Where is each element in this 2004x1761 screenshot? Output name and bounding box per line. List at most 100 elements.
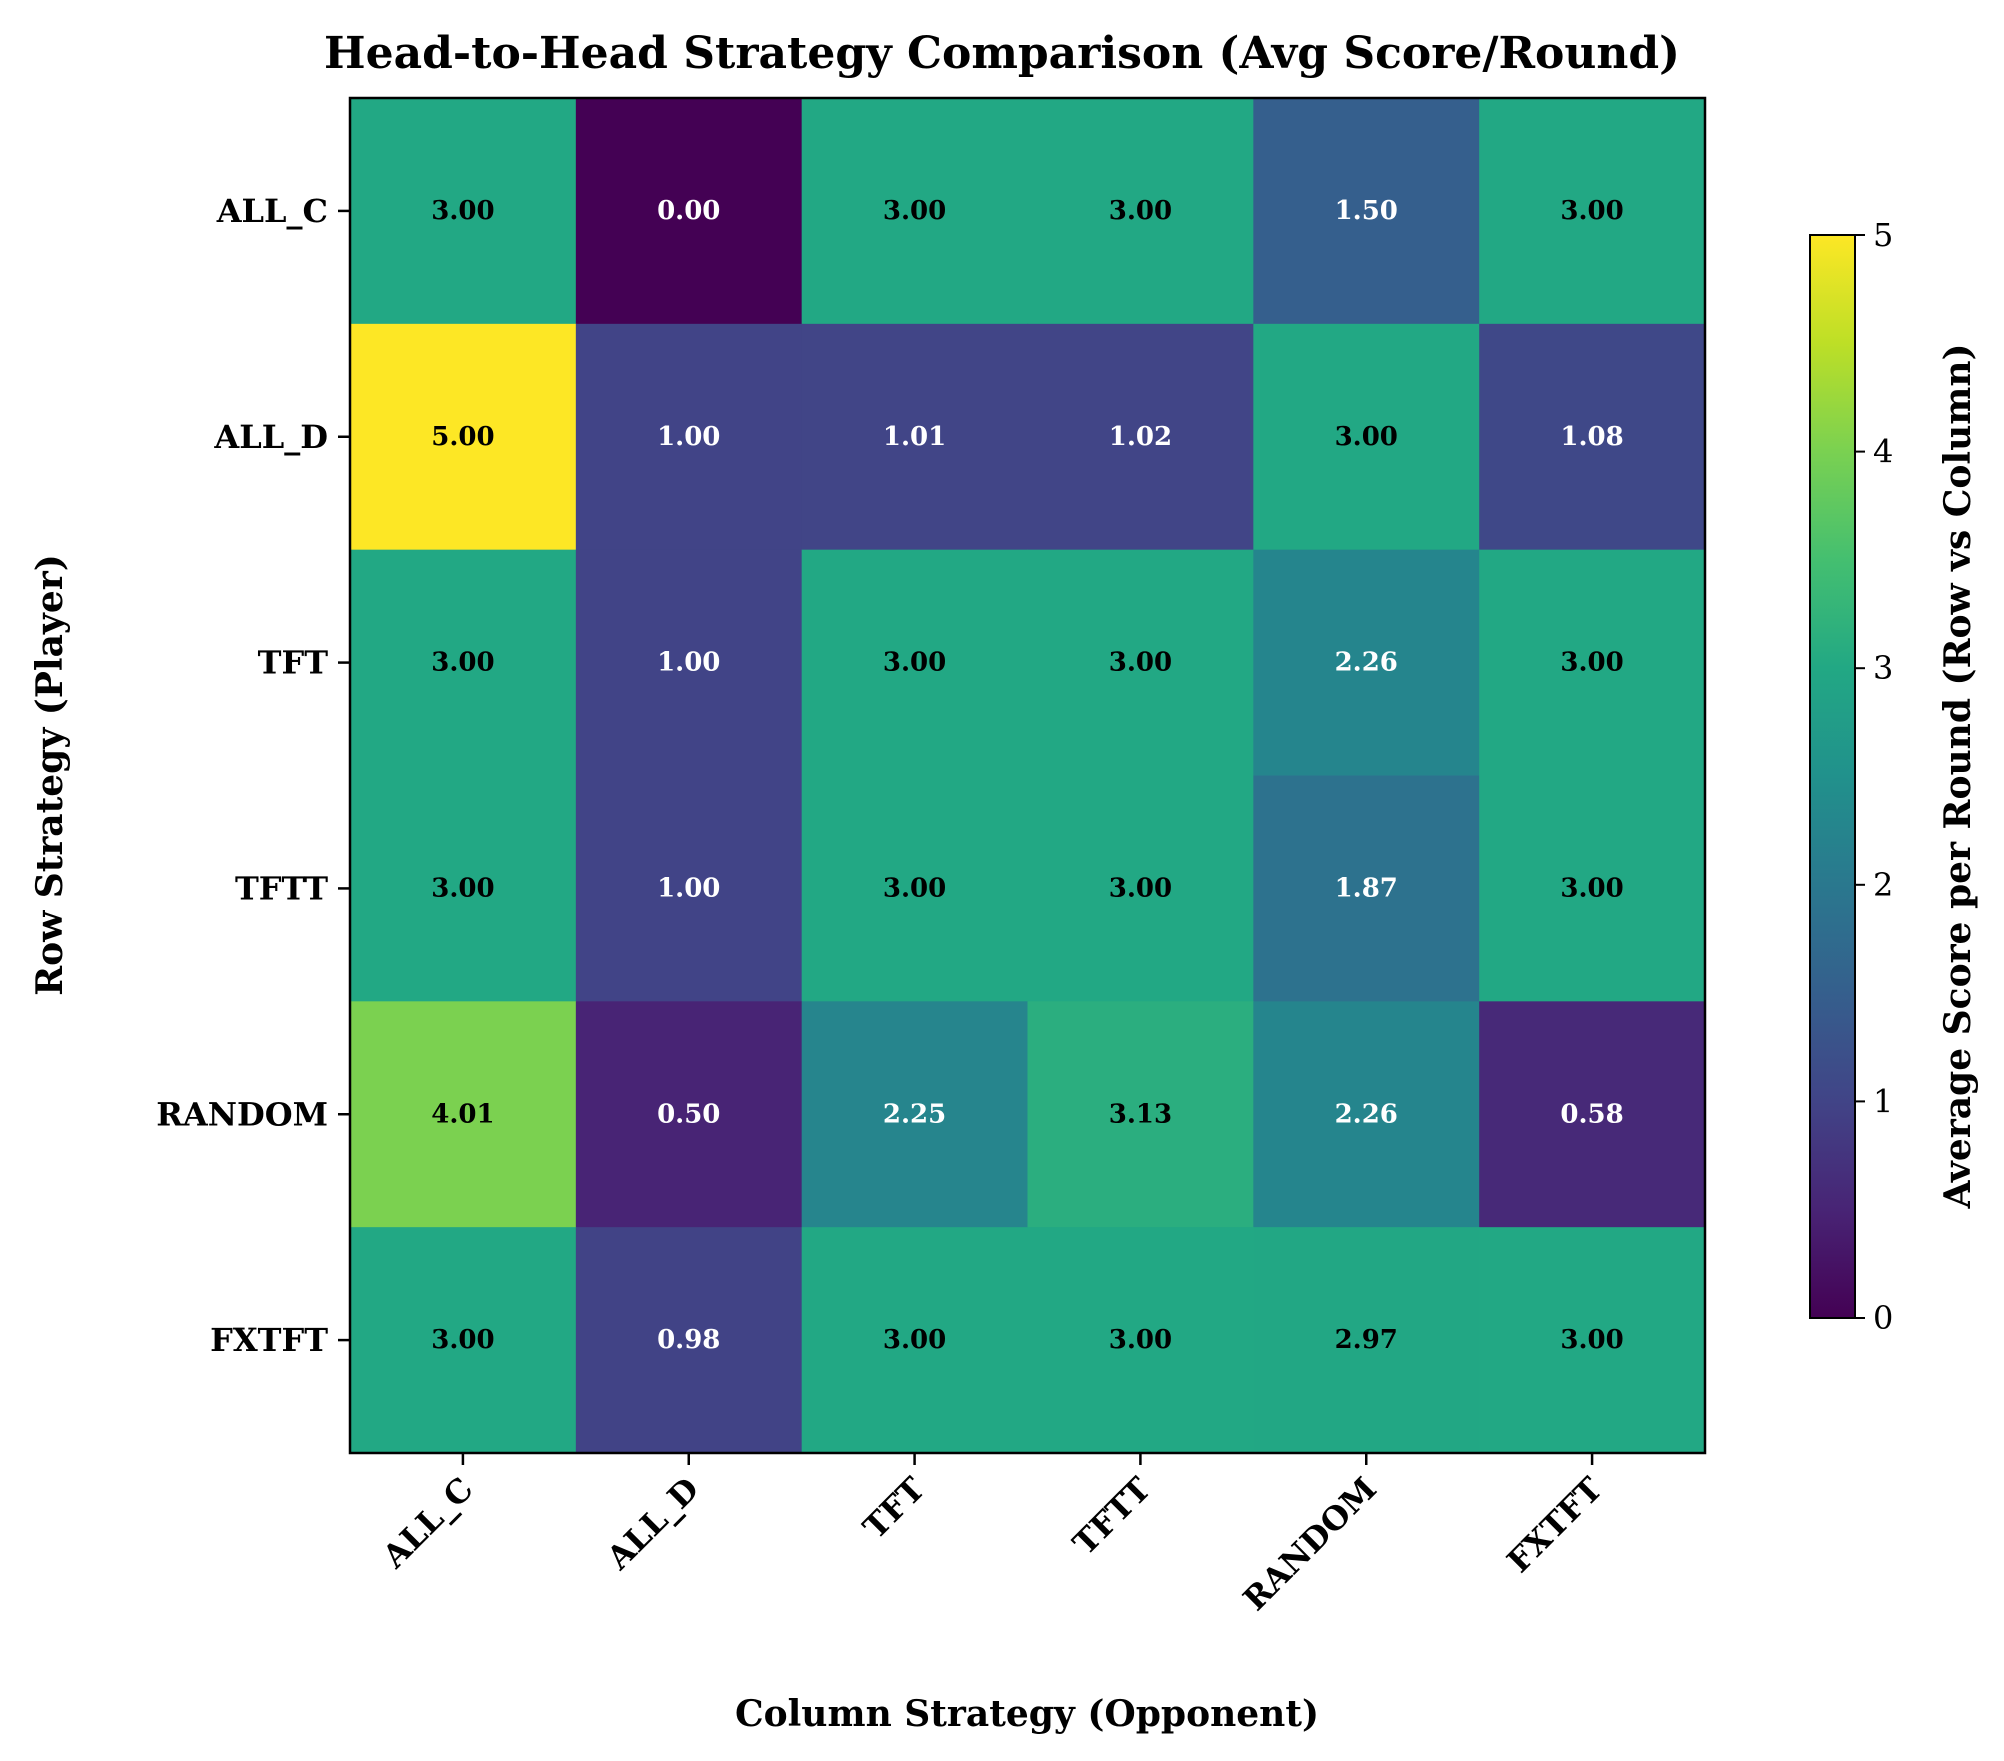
cell-value-label: 3.00: [1109, 873, 1172, 903]
heatmap-cell-ALL_D-vs-ALL_C: [350, 323, 577, 551]
heatmap-cell-ALL_C-vs-ALL_D: [575, 98, 803, 325]
heatmap-cell-TFTT-vs-FXTFT: [1479, 775, 1706, 1002]
cell-value-label: 3.00: [1560, 873, 1623, 903]
cell-value-label: 3.00: [1560, 196, 1623, 226]
cell-value-label: 2.25: [883, 1099, 946, 1129]
heatmap-cell-FXTFT-vs-ALL_D: [575, 1227, 803, 1454]
cell-value-label: 3.00: [431, 648, 494, 678]
heatmap-cell-ALL_C-vs-RANDOM: [1253, 98, 1480, 325]
colorbar-tick-label: 1: [1873, 1082, 1893, 1120]
heatmap-cell-TFTT-vs-ALL_D: [575, 775, 803, 1002]
cell-value-labels: 3.00 0.00 3.00 3.00 1.50 3.00 5.00 1.00 1.01 1.02…: [431, 196, 1623, 1355]
cell-value-label: 1.50: [1335, 196, 1398, 226]
chart-title: Head-to-Head Strategy Comparison (Avg Sc…: [324, 28, 1680, 79]
cell-value-label: 0.50: [657, 1099, 720, 1129]
x-axis-label: Column Strategy (Opponent): [735, 1693, 1319, 1735]
colorbar-tick-label: 4: [1873, 433, 1893, 471]
y-tick-label: RANDOM: [156, 1095, 328, 1133]
heatmap-cell-RANDOM-vs-FXTFT: [1479, 1001, 1706, 1228]
heatmap-cell-RANDOM-vs-TFTT: [1027, 1001, 1254, 1228]
cell-value-label: 1.01: [883, 422, 946, 452]
cell-value-label: 3.00: [1335, 422, 1398, 452]
heatmap-cell-ALL_D-vs-FXTFT: [1479, 323, 1706, 551]
x-tick-label: TFT: [856, 1470, 933, 1547]
cell-value-label: 3.00: [883, 648, 946, 678]
cell-value-label: 3.00: [883, 1325, 946, 1355]
heatmap-cell-TFT-vs-ALL_D: [575, 549, 803, 777]
cell-value-label: 3.00: [431, 196, 494, 226]
x-tick-label: FXTFT: [1500, 1470, 1610, 1580]
heatmap-cell-FXTFT-vs-ALL_C: [350, 1227, 577, 1454]
heatmap-cell-TFTT-vs-TFTT: [1027, 775, 1254, 1002]
heatmap-cell-TFT-vs-TFT: [801, 549, 1029, 777]
y-axis: ALL_C ALL_D TFT TFTT RANDOM FXTFT: [156, 192, 350, 1359]
heatmap-cell-ALL_C-vs-FXTFT: [1479, 98, 1706, 325]
heatmap-cell-ALL_C-vs-TFT: [801, 98, 1029, 325]
heatmap-cell-RANDOM-vs-RANDOM: [1253, 1001, 1480, 1228]
x-tick-label: TFTT: [1065, 1470, 1158, 1563]
cell-value-label: 3.13: [1109, 1099, 1172, 1129]
y-tick-label: TFT: [258, 644, 329, 682]
cell-value-label: 0.58: [1560, 1099, 1623, 1129]
heatmap-cell-TFTT-vs-TFT: [801, 775, 1029, 1002]
y-tick-label: FXTFT: [210, 1321, 328, 1359]
cell-value-label: 3.00: [431, 1325, 494, 1355]
heatmap-cell-FXTFT-vs-RANDOM: [1253, 1227, 1480, 1454]
heatmap-cell-ALL_D-vs-RANDOM: [1253, 323, 1480, 551]
plot-frame: [348, 96, 1707, 1455]
cell-value-label: 3.00: [1109, 648, 1172, 678]
heatmap-cell-RANDOM-vs-ALL_C: [350, 1001, 577, 1228]
heatmap-cell-TFT-vs-FXTFT: [1479, 549, 1706, 777]
cell-value-label: 0.98: [657, 1325, 720, 1355]
cell-value-label: 1.00: [657, 422, 720, 452]
x-tick-label: ALL_D: [599, 1470, 707, 1578]
x-axis: ALL_C ALL_D TFT TFTT RANDOM FXTFT: [374, 1453, 1610, 1618]
cell-value-label: 1.08: [1560, 422, 1623, 452]
cell-value-label: 2.97: [1335, 1325, 1398, 1355]
y-axis-label: Row Strategy (Player): [29, 554, 71, 995]
cell-value-label: 3.00: [883, 873, 946, 903]
heatmap-cell-TFT-vs-ALL_C: [350, 549, 577, 777]
y-tick-label: TFTT: [235, 869, 328, 907]
heatmap-cell-RANDOM-vs-TFT: [801, 1001, 1029, 1228]
colorbar-tick-label: 0: [1873, 1299, 1893, 1337]
heatmap-cell-FXTFT-vs-FXTFT: [1479, 1227, 1706, 1454]
colorbar-tick-label: 5: [1873, 216, 1893, 254]
cell-value-label: 3.00: [431, 873, 494, 903]
heatmap-cell-TFTT-vs-ALL_C: [350, 775, 577, 1002]
cell-value-label: 3.00: [1109, 196, 1172, 226]
colorbar-ticks: 0 1 2 3 4 5: [1855, 216, 1893, 1337]
heatmap-cells: [350, 98, 1706, 1454]
x-tick-label: ALL_C: [374, 1470, 480, 1576]
heatmap-cell-ALL_C-vs-TFTT: [1027, 98, 1254, 325]
colorbar-gradient: [1809, 234, 1856, 1319]
colorbar-tick-label: 3: [1873, 649, 1893, 687]
cell-value-label: 2.26: [1335, 648, 1398, 678]
colorbar-tick-label: 2: [1873, 866, 1893, 904]
heatmap-cell-TFT-vs-TFTT: [1027, 549, 1254, 777]
y-tick-label: ALL_D: [213, 418, 328, 456]
cell-value-label: 1.00: [657, 648, 720, 678]
cell-value-label: 4.01: [431, 1099, 494, 1129]
cell-value-label: 1.87: [1335, 873, 1398, 903]
cell-value-label: 3.00: [1109, 1325, 1172, 1355]
heatmap-cell-ALL_D-vs-TFT: [801, 323, 1029, 551]
heatmap-cell-TFTT-vs-RANDOM: [1253, 775, 1480, 1002]
heatmap-cell-FXTFT-vs-TFT: [801, 1227, 1029, 1454]
colorbar: 0 1 2 3 4 5 Average Score per Round (Row vs C…: [1809, 216, 1979, 1337]
heatmap-cell-TFT-vs-RANDOM: [1253, 549, 1480, 777]
heatmap-cell-ALL_D-vs-ALL_D: [575, 323, 803, 551]
cell-value-label: 3.00: [1560, 1325, 1623, 1355]
y-tick-label: ALL_C: [216, 192, 328, 230]
cell-value-label: 2.26: [1335, 1099, 1398, 1129]
cell-value-label: 3.00: [883, 196, 946, 226]
heatmap-cell-ALL_C-vs-ALL_C: [350, 98, 577, 325]
cell-value-label: 5.00: [431, 422, 494, 452]
heatmap-cell-ALL_D-vs-TFTT: [1027, 323, 1254, 551]
heatmap-cell-FXTFT-vs-TFTT: [1027, 1227, 1254, 1454]
colorbar-label: Average Score per Round (Row vs Column): [1937, 343, 1979, 1209]
x-tick-label: RANDOM: [1236, 1470, 1384, 1618]
cell-value-label: 3.00: [1560, 648, 1623, 678]
cell-value-label: 1.02: [1109, 422, 1172, 452]
